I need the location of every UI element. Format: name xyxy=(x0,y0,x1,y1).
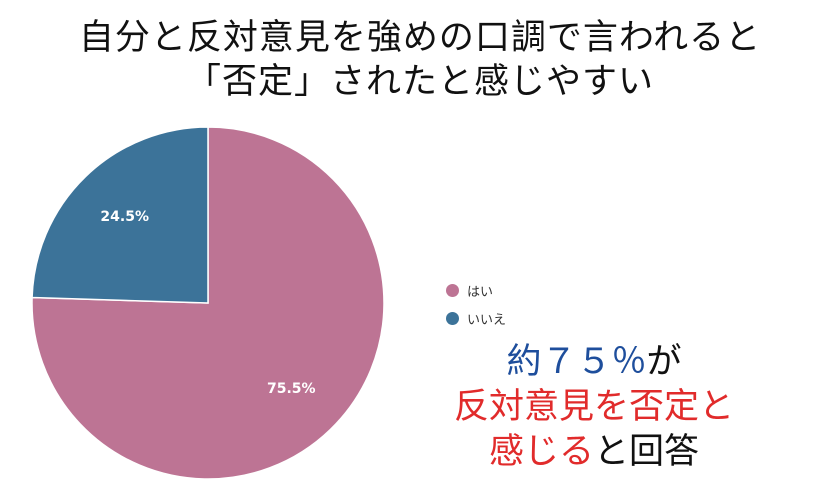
callout-line-3: 感じると回答 xyxy=(424,430,764,475)
chart-legend: はい いいえ xyxy=(446,282,506,338)
callout-line-1: 約７５％が xyxy=(424,340,764,385)
pie-label-no: 24.5% xyxy=(100,209,149,225)
callout-particle: が xyxy=(646,342,682,382)
legend-label-yes: はい xyxy=(467,284,494,300)
callout-percentage: 約７５％ xyxy=(506,342,647,382)
legend-marker-no xyxy=(446,311,459,325)
pie-label-yes: 75.5% xyxy=(267,381,316,397)
legend-marker-yes xyxy=(446,283,459,297)
chart-title-line-2: 「否定」されたと感じやすい xyxy=(185,62,654,102)
callout-line-2: 反対意見を否定と xyxy=(424,385,764,430)
callout-highlight-2: 感じる xyxy=(488,432,594,472)
callout-highlight-1: 反対意見を否定と xyxy=(453,387,734,427)
summary-callout: 約７５％が 反対意見を否定と 感じると回答 xyxy=(424,340,764,475)
legend-item-no: いいえ xyxy=(446,310,507,328)
legend-item-yes: はい xyxy=(446,282,506,300)
callout-ending: と回答 xyxy=(594,432,700,472)
pie-slice-no xyxy=(31,126,209,304)
legend-label-no: いいえ xyxy=(467,312,507,328)
chart-title-line-1: 自分と反対意見を強めの口調で言われると xyxy=(78,18,762,58)
